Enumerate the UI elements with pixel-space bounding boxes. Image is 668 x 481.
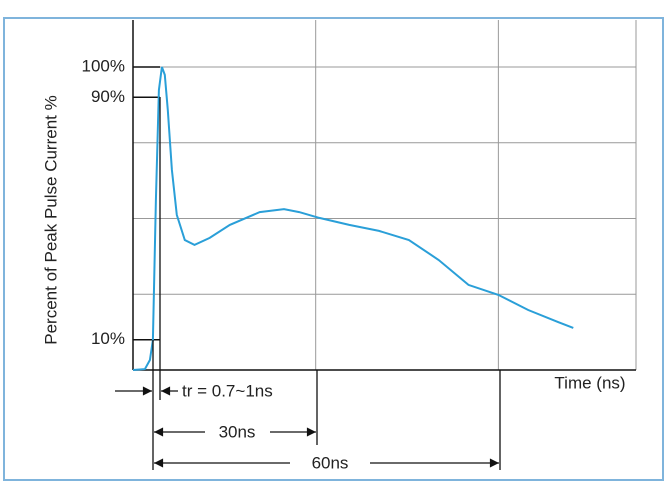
y-tick-label: 100% [82, 56, 125, 75]
span-label: 60ns [312, 453, 349, 472]
frame [3, 17, 664, 481]
plot: 10% 90% 100% [82, 20, 637, 371]
rise-time-label: tr = 0.7~1ns [182, 381, 273, 400]
y-axis-label: Percent of Peak Pulse Current % [41, 95, 60, 344]
span-label: 30ns [219, 422, 256, 441]
y-tick-label: 90% [91, 87, 125, 106]
y-tick-label: 10% [91, 329, 125, 348]
line [132, 66, 574, 371]
x-axis-label: Time (ns) [554, 373, 625, 392]
